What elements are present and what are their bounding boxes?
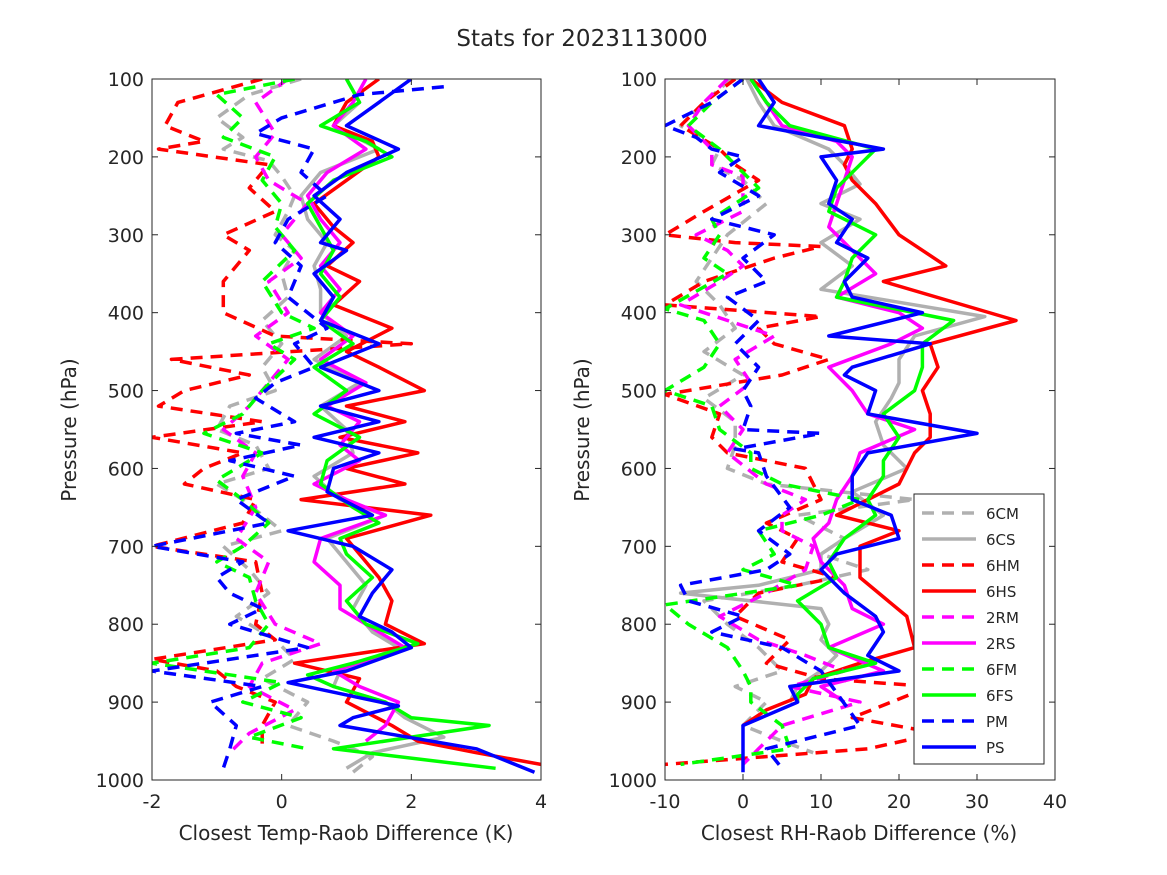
rh-ytick-label: 800 [621,614,657,636]
rh-xtick-label: 40 [1043,791,1067,813]
legend-label-6hm: 6HM [986,557,1020,575]
rh-ytick-label: 100 [621,69,657,91]
legend-label-6cs: 6CS [986,531,1016,549]
temp-xtick-label: 2 [405,791,417,813]
rh-xtick-label: 20 [887,791,911,813]
temp-panel: Pressure (hPa) Closest Temp-Raob Differe… [57,69,547,845]
temp-xtick-label: 0 [276,791,288,813]
rh-ytick-label: 700 [621,536,657,558]
rh-series-6fs [749,79,956,703]
legend-label-6fm: 6FM [986,661,1017,679]
temp-ytick-label: 200 [108,147,144,169]
rh-axes-box [664,78,1056,781]
rh-xtick-label: -10 [649,791,680,813]
temp-series-6fm [152,79,316,751]
temp-series-6cs [299,79,446,770]
legend-label-ps: PS [986,739,1005,757]
temp-ytick-label: 300 [108,225,144,247]
legend-label-2rm: 2RM [986,609,1019,627]
temp-ytick-label: 100 [108,69,144,91]
legend-label-6fs: 6FS [986,687,1013,705]
rh-series-6fm [665,79,862,767]
temp-series-6hs [292,79,541,767]
temp-series-pm [152,85,444,769]
rh-series-ps [741,79,979,773]
temp-ytick-label: 400 [108,303,144,325]
temp-ytick-label: 1000 [96,770,144,792]
temp-panel-ylabel: Pressure (hPa) [57,358,81,501]
rh-series-2rm [678,79,862,766]
rh-series-group [665,79,1018,773]
rh-ytick-label: 900 [621,692,657,714]
rh-panel-ylabel: Pressure (hPa) [570,358,594,501]
legend-box [913,493,1045,765]
rh-xtick-label: 30 [965,791,989,813]
temp-ytick-label: 500 [108,381,144,403]
temp-panel-xlabel: Closest Temp-Raob Difference (K) [179,821,514,845]
legend-label-pm: PM [986,713,1008,731]
temp-ytick-label: 800 [108,614,144,636]
legend: 6CM 6CS 6HM 6HS 2RM 2RS 6FM 6FS PM PS [913,493,1045,765]
legend-label-6cm: 6CM [986,505,1019,523]
rh-ytick-label: 500 [621,381,657,403]
rh-panel: Pressure (hPa) Closest RH-Raob Differenc… [570,69,1067,845]
chart-title: Stats for 2023113000 [456,26,707,52]
rh-ytick-label: 1000 [609,770,657,792]
temp-ytick-label: 600 [108,458,144,480]
rh-series-6hm [665,79,940,767]
temp-series-group [152,79,541,774]
rh-ytick-label: 400 [621,303,657,325]
rh-xtick-label: 10 [809,791,833,813]
temp-xtick-label: 4 [535,791,547,813]
temp-ytick-label: 900 [108,692,144,714]
temp-ytick-label: 700 [108,536,144,558]
rh-series-pm [665,79,862,770]
rh-panel-xlabel: Closest RH-Raob Difference (%) [701,821,1017,845]
temp-xtick-label: -2 [143,791,162,813]
legend-label-2rs: 2RS [986,635,1016,653]
legend-label-6hs: 6HS [986,583,1016,601]
rh-ytick-label: 300 [621,225,657,247]
rh-ytick-label: 600 [621,458,657,480]
rh-xtick-label: 0 [737,791,749,813]
rh-ytick-label: 200 [621,147,657,169]
temp-axes-box [151,78,542,781]
temp-series-ps [286,79,536,774]
